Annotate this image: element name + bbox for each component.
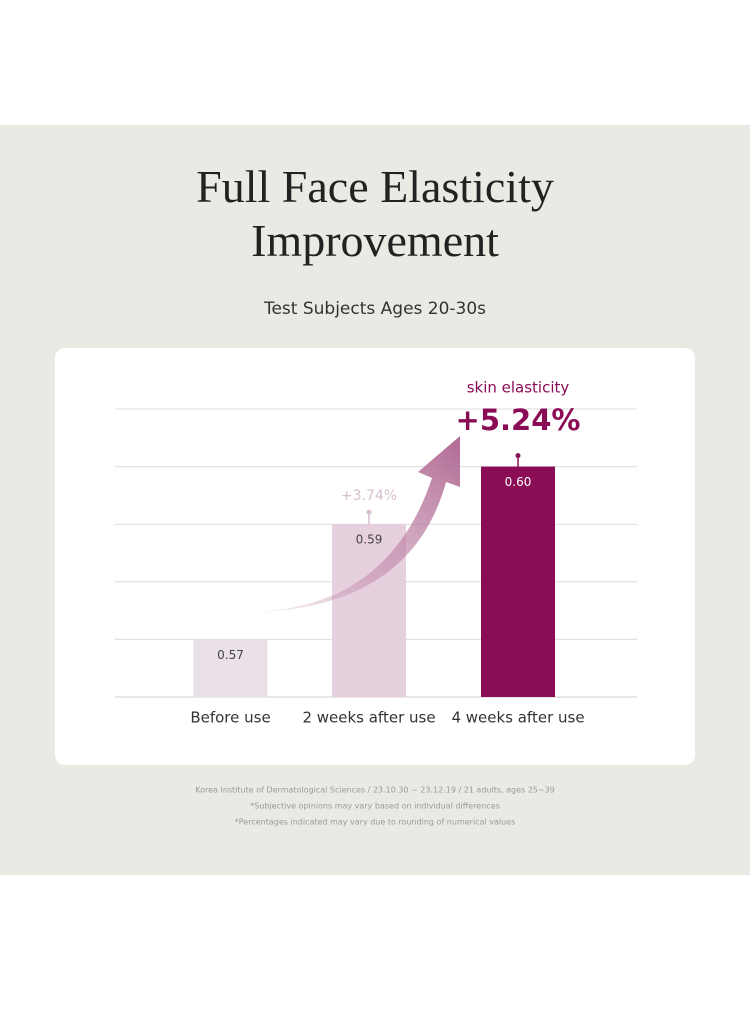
footnote: *Subjective opinions may vary based on i…: [250, 802, 500, 811]
value-label: 0.60: [505, 475, 532, 489]
annotation-dot: [515, 453, 521, 459]
footnote: *Percentages indicated may vary due to r…: [235, 818, 516, 827]
chart-title: Full Face Elasticity Improvement: [196, 161, 554, 266]
x-tick-label: 2 weeks after use: [302, 709, 435, 727]
annotation: +3.74%: [341, 488, 397, 504]
annotation: +5.24%: [456, 403, 581, 437]
subtitle: Test Subjects Ages 20-30s: [263, 299, 486, 319]
annotation-label: skin elasticity: [467, 379, 570, 397]
x-tick-label: Before use: [190, 709, 270, 727]
bar: [193, 639, 268, 697]
value-label: 0.57: [217, 648, 244, 662]
plot: Before use 0.57 2 weeks after use 0.59 4 wee…: [115, 379, 637, 727]
x-tick-label: 4 weeks after use: [451, 709, 584, 727]
footnotes: Korea Institute of Dermatological Scienc…: [195, 786, 555, 827]
footnote: Korea Institute of Dermatological Scienc…: [195, 786, 555, 795]
growth-arrow: [245, 436, 460, 612]
bar: [481, 466, 555, 697]
value-label: 0.59: [356, 533, 383, 547]
annotation-dot: [366, 509, 372, 515]
